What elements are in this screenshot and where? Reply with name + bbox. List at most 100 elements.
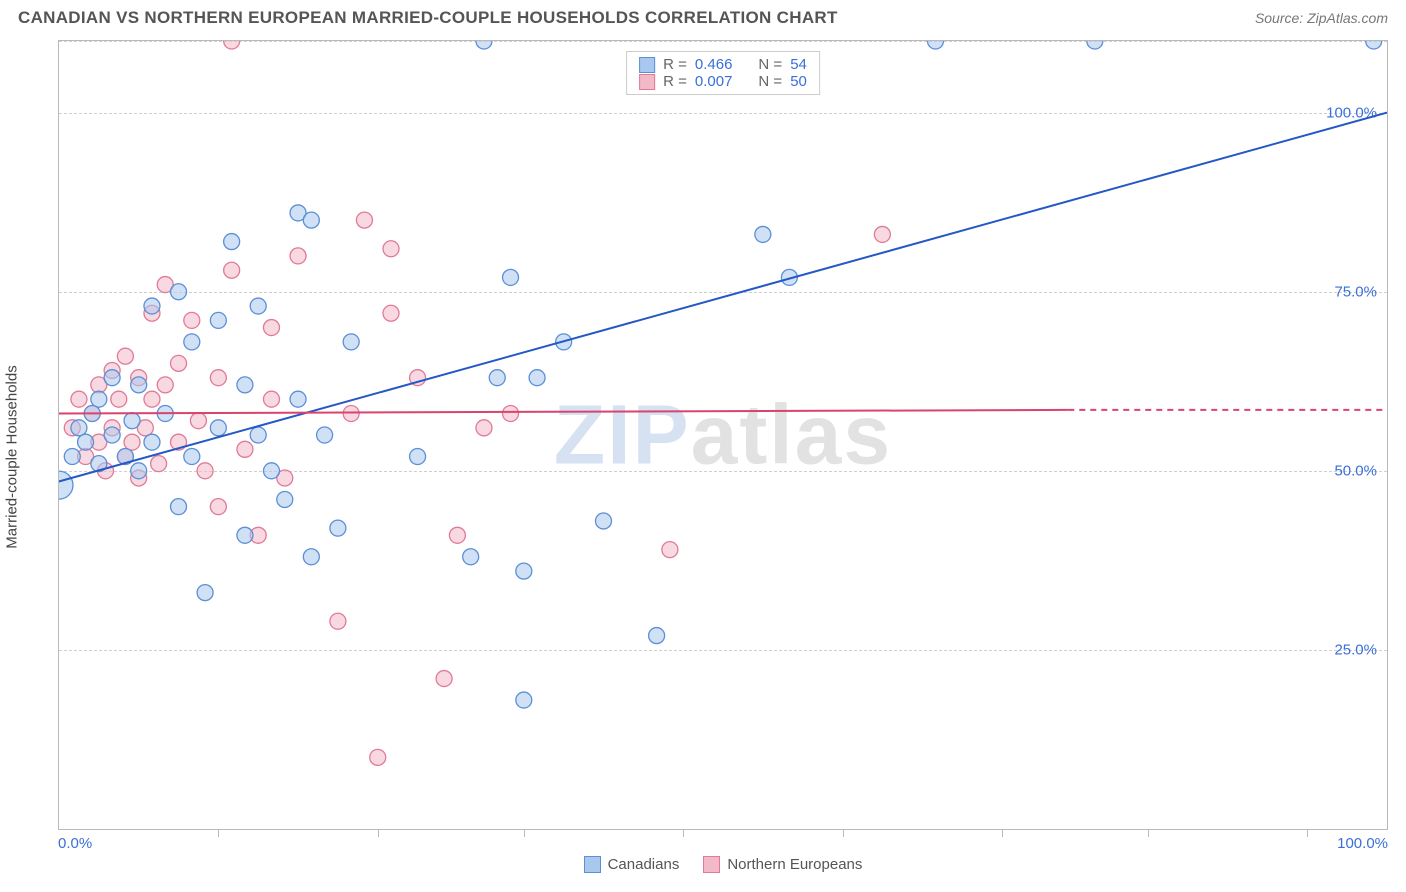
data-point [330, 520, 346, 536]
swatch-neuro [703, 856, 720, 873]
data-point [151, 456, 167, 472]
data-point [157, 377, 173, 393]
legend-label-neuro: Northern Europeans [727, 856, 862, 873]
data-point [662, 542, 678, 558]
data-point [317, 427, 333, 443]
data-point [124, 413, 140, 429]
data-point [343, 334, 359, 350]
data-point [224, 234, 240, 250]
correlation-row-neuro: R = 0.007 N = 50 [639, 73, 807, 90]
data-point [237, 527, 253, 543]
plot-area: ZIPatlas R = 0.466 N = 54 R = 0.007 N = … [58, 40, 1388, 830]
data-point [144, 391, 160, 407]
data-point [595, 513, 611, 529]
r-label: R = [663, 56, 687, 73]
data-point [436, 671, 452, 687]
scatter-svg [59, 41, 1387, 829]
legend-item-neuro: Northern Europeans [703, 856, 862, 873]
data-point [476, 420, 492, 436]
x-tick [843, 829, 844, 837]
x-tick [378, 829, 379, 837]
data-point [171, 499, 187, 515]
data-point [1366, 41, 1382, 49]
swatch-neuro [639, 74, 655, 90]
data-point [529, 370, 545, 386]
correlation-legend: R = 0.466 N = 54 R = 0.007 N = 50 [626, 51, 820, 95]
data-point [144, 434, 160, 450]
n-label: N = [758, 56, 782, 73]
chart-container: Married-couple Households ZIPatlas R = 0… [18, 40, 1388, 874]
data-point [410, 448, 426, 464]
data-point [184, 448, 200, 464]
x-tick [1307, 829, 1308, 837]
r-value-neuro: 0.007 [695, 73, 733, 90]
data-point [184, 334, 200, 350]
data-point [516, 692, 532, 708]
data-point [131, 463, 147, 479]
data-point [476, 41, 492, 49]
data-point [503, 406, 519, 422]
data-point [649, 628, 665, 644]
data-point [64, 448, 80, 464]
data-point [124, 434, 140, 450]
x-tick-label: 0.0% [58, 835, 92, 852]
source-label: Source: ZipAtlas.com [1255, 10, 1388, 26]
data-point [489, 370, 505, 386]
data-point [303, 549, 319, 565]
data-point [1087, 41, 1103, 49]
data-point [263, 463, 279, 479]
data-point [927, 41, 943, 49]
data-point [104, 370, 120, 386]
legend-label-canadians: Canadians [608, 856, 680, 873]
n-value-neuro: 50 [790, 73, 807, 90]
data-point [71, 391, 87, 407]
swatch-canadians [639, 57, 655, 73]
data-point [250, 427, 266, 443]
x-tick [218, 829, 219, 837]
data-point [71, 420, 87, 436]
data-point [184, 312, 200, 328]
data-point [383, 305, 399, 321]
data-point [237, 377, 253, 393]
r-value-canadians: 0.466 [695, 56, 733, 73]
data-point [516, 563, 532, 579]
x-tick [1148, 829, 1149, 837]
x-tick [1002, 829, 1003, 837]
x-tick [683, 829, 684, 837]
data-point [503, 269, 519, 285]
data-point [59, 471, 73, 499]
data-point [197, 585, 213, 601]
series-legend: Canadians Northern Europeans [58, 854, 1388, 874]
r-label: R = [663, 73, 687, 90]
data-point [449, 527, 465, 543]
x-tick-label: 100.0% [1337, 835, 1388, 852]
data-point [210, 312, 226, 328]
data-point [104, 427, 120, 443]
data-point [224, 262, 240, 278]
data-point [290, 391, 306, 407]
data-point [210, 499, 226, 515]
data-point [263, 391, 279, 407]
data-point [210, 420, 226, 436]
swatch-canadians [584, 856, 601, 873]
data-point [224, 41, 240, 49]
data-point [171, 355, 187, 371]
y-axis-label: Married-couple Households [4, 365, 21, 548]
data-point [210, 370, 226, 386]
data-point [171, 284, 187, 300]
chart-title: CANADIAN VS NORTHERN EUROPEAN MARRIED-CO… [18, 8, 838, 28]
data-point [874, 226, 890, 242]
data-point [303, 212, 319, 228]
correlation-row-canadians: R = 0.466 N = 54 [639, 56, 807, 73]
x-tick [524, 829, 525, 837]
data-point [197, 463, 213, 479]
data-point [383, 241, 399, 257]
trend-line [59, 410, 1068, 414]
data-point [190, 413, 206, 429]
data-point [78, 434, 94, 450]
data-point [463, 549, 479, 565]
data-point [755, 226, 771, 242]
n-label: N = [758, 73, 782, 90]
data-point [370, 749, 386, 765]
data-point [263, 320, 279, 336]
